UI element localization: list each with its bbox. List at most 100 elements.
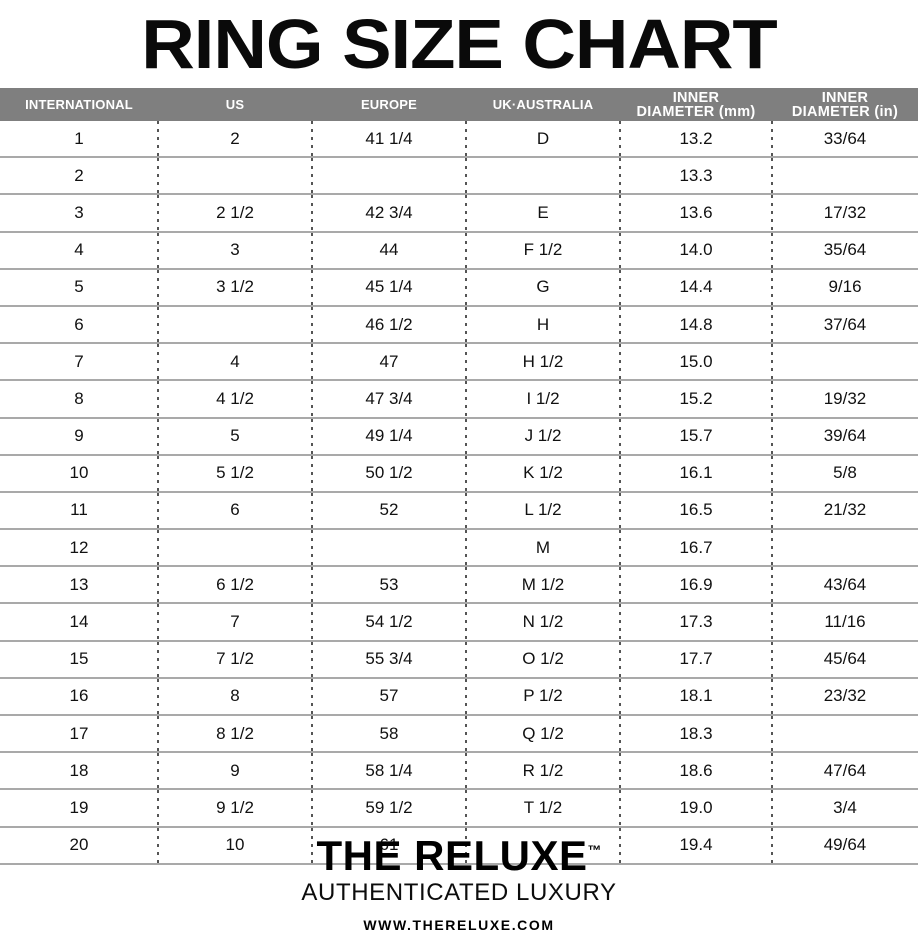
cell-us: 4 <box>157 343 312 382</box>
cell-inner_in: 45/64 <box>771 640 918 679</box>
cell-inner_in: 47/64 <box>771 752 918 791</box>
cell-inner_mm: 15.0 <box>619 343 772 382</box>
cell-inner_in <box>771 157 918 196</box>
cell-inner_in: 49/64 <box>771 826 918 865</box>
cell-uk_australia: F 1/2 <box>465 231 620 270</box>
cell-us: 3 <box>157 231 312 270</box>
cell-europe: 46 1/2 <box>311 305 466 345</box>
table-row: 17 8 1/2 58 Q 1/2 18.3 <box>0 715 918 754</box>
column-header-uk-australia: UK·AUSTRALIA <box>466 88 620 121</box>
table-row: 13 6 1/2 53 M 1/2 16.9 43/64 <box>0 566 918 605</box>
cell-us: 8 <box>157 677 312 717</box>
cell-us: 8 1/2 <box>157 715 312 754</box>
cell-uk_australia <box>465 826 620 865</box>
cell-inner_mm: 17.3 <box>619 603 772 642</box>
cell-inner_in: 5/8 <box>771 454 918 493</box>
table-row: 18 9 58 1/4 R 1/2 18.6 47/64 <box>0 752 918 791</box>
cell-uk_australia: H <box>465 305 620 345</box>
table-row: 6 46 1/2 H 14.8 37/64 <box>0 305 918 345</box>
footer: THE RELUXE™ AUTHENTICATED LUXURY WWW.THE… <box>0 828 918 934</box>
cell-uk_australia: M 1/2 <box>465 566 620 605</box>
cell-uk_australia: R 1/2 <box>465 752 620 791</box>
cell-europe: 49 1/4 <box>311 417 466 456</box>
cell-inner_mm: 17.7 <box>619 640 772 679</box>
cell-uk_australia: G <box>465 268 620 307</box>
cell-international: 8 <box>0 380 158 419</box>
cell-europe: 52 <box>311 491 466 531</box>
page-title: RING SIZE CHART <box>141 5 777 83</box>
cell-inner_in <box>771 715 918 754</box>
cell-uk_australia: N 1/2 <box>465 603 620 642</box>
cell-inner_mm: 18.6 <box>619 752 772 791</box>
table-row: 19 9 1/2 59 1/2 T 1/2 19.0 3/4 <box>0 789 918 828</box>
cell-uk_australia: H 1/2 <box>465 343 620 382</box>
cell-inner_mm: 14.4 <box>619 268 772 307</box>
cell-international: 18 <box>0 752 158 791</box>
cell-europe: 57 <box>311 677 466 717</box>
cell-uk_australia: M <box>465 529 620 568</box>
cell-international: 16 <box>0 677 158 717</box>
cell-inner_in: 19/32 <box>771 380 918 419</box>
cell-us: 10 <box>157 826 312 865</box>
cell-inner_mm: 16.5 <box>619 491 772 531</box>
cell-us: 6 <box>157 491 312 531</box>
cell-uk_australia: D <box>465 121 620 159</box>
cell-inner_mm: 16.1 <box>619 454 772 493</box>
cell-international: 11 <box>0 491 158 531</box>
cell-uk_australia <box>465 157 620 196</box>
cell-inner_mm: 16.7 <box>619 529 772 568</box>
cell-us: 5 1/2 <box>157 454 312 493</box>
cell-inner_mm: 19.4 <box>619 826 772 865</box>
cell-inner_in: 9/16 <box>771 268 918 307</box>
cell-uk_australia: K 1/2 <box>465 454 620 493</box>
cell-international: 10 <box>0 454 158 493</box>
cell-us <box>157 529 312 568</box>
cell-europe: 54 1/2 <box>311 603 466 642</box>
cell-inner_mm: 16.9 <box>619 566 772 605</box>
cell-us: 7 <box>157 603 312 642</box>
cell-uk_australia: O 1/2 <box>465 640 620 679</box>
cell-us: 2 <box>157 121 312 159</box>
cell-europe <box>311 529 466 568</box>
cell-international: 15 <box>0 640 158 679</box>
cell-inner_in: 17/32 <box>771 194 918 233</box>
cell-uk_australia: P 1/2 <box>465 677 620 717</box>
table-row: 2 13.3 <box>0 157 918 196</box>
cell-international: 19 <box>0 789 158 828</box>
cell-inner_mm: 18.3 <box>619 715 772 754</box>
cell-us: 5 <box>157 417 312 456</box>
column-header-europe: EUROPE <box>312 88 466 121</box>
cell-uk_australia: T 1/2 <box>465 789 620 828</box>
cell-europe: 58 1/4 <box>311 752 466 791</box>
cell-inner_in: 33/64 <box>771 121 918 159</box>
table-row: 11 6 52 L 1/2 16.5 21/32 <box>0 491 918 531</box>
cell-inner_in: 35/64 <box>771 231 918 270</box>
cell-uk_australia: E <box>465 194 620 233</box>
cell-international: 14 <box>0 603 158 642</box>
cell-europe: 44 <box>311 231 466 270</box>
cell-us: 2 1/2 <box>157 194 312 233</box>
cell-inner_in: 21/32 <box>771 491 918 531</box>
cell-uk_australia: J 1/2 <box>465 417 620 456</box>
cell-inner_mm: 14.0 <box>619 231 772 270</box>
cell-europe: 50 1/2 <box>311 454 466 493</box>
table-body: 1 2 41 1/4 D 13.2 33/64 2 13.3 3 2 1/2 42 3/4 E 13.6… <box>0 121 918 865</box>
column-header-international: INTERNATIONAL <box>0 88 158 121</box>
cell-international: 4 <box>0 231 158 270</box>
cell-us <box>157 157 312 196</box>
cell-inner_in <box>771 529 918 568</box>
table-row: 4 3 44 F 1/2 14.0 35/64 <box>0 231 918 270</box>
column-header-inner-diameter-mm: INNER DIAMETER (mm) <box>620 88 772 121</box>
brand-website: WWW.THERELUXE.COM <box>363 917 555 933</box>
cell-inner_mm: 15.2 <box>619 380 772 419</box>
cell-inner_mm: 15.7 <box>619 417 772 456</box>
cell-us: 6 1/2 <box>157 566 312 605</box>
cell-international: 3 <box>0 194 158 233</box>
brand-tagline: AUTHENTICATED LUXURY <box>301 879 617 906</box>
cell-europe: 53 <box>311 566 466 605</box>
cell-europe: 42 3/4 <box>311 194 466 233</box>
table-header-row: INTERNATIONAL US EUROPE UK·AUSTRALIA INN… <box>0 88 918 121</box>
cell-international: 2 <box>0 157 158 196</box>
